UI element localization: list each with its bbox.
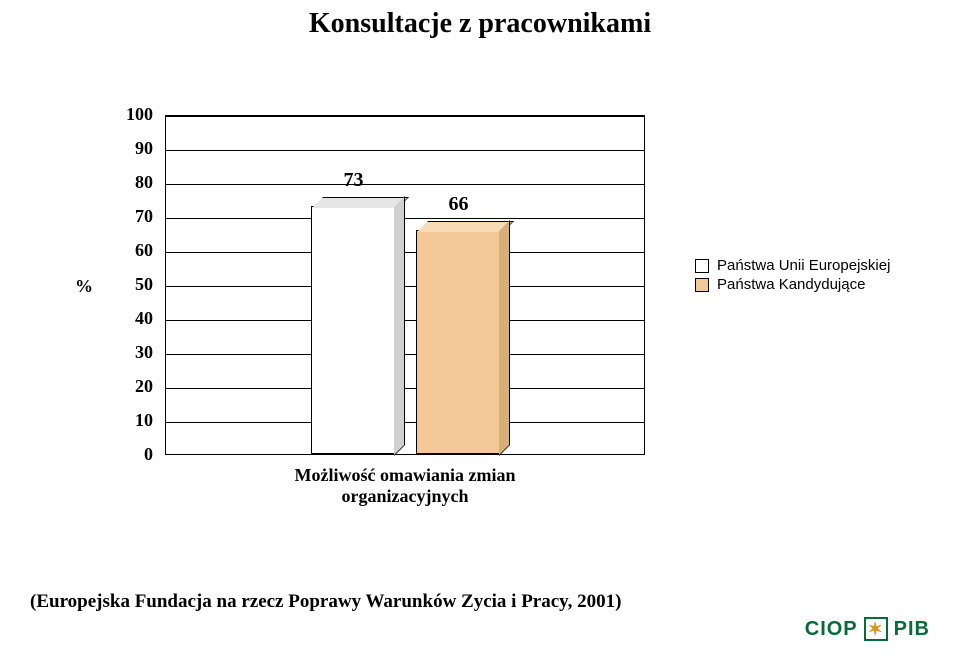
chart-container: % 0102030405060708090100 7366 Możliwość … xyxy=(75,105,685,505)
y-tick-label: 70 xyxy=(75,206,153,227)
gridline xyxy=(166,320,644,321)
y-tick-label: 30 xyxy=(75,342,153,363)
legend-swatch xyxy=(695,259,709,273)
legend-item: Państwa Kandydujące xyxy=(695,276,945,293)
gridline xyxy=(166,116,644,117)
bar: 66 xyxy=(416,230,501,454)
gridline xyxy=(166,422,644,423)
legend: Państwa Unii Europejskiej Państwa Kandydu… xyxy=(695,255,945,295)
legend-label: Państwa Unii Europejskiej xyxy=(717,257,890,274)
gridline xyxy=(166,184,644,185)
bar-value-label: 73 xyxy=(312,169,395,192)
source-footnote: (Europejska Fundacja na rzecz Poprawy Wa… xyxy=(30,591,621,613)
plot-area: 7366 xyxy=(165,115,645,455)
logo-glyph-icon: ✶ xyxy=(864,617,888,641)
page-root: Konsultacje z pracownikami % 01020304050… xyxy=(0,0,960,665)
y-tick-label: 80 xyxy=(75,172,153,193)
gridline xyxy=(166,252,644,253)
gridline xyxy=(166,388,644,389)
y-tick-label: 60 xyxy=(75,240,153,261)
bar-side-face xyxy=(394,196,405,456)
legend-label: Państwa Kandydujące xyxy=(717,276,865,293)
y-tick-label: 40 xyxy=(75,308,153,329)
gridline xyxy=(166,150,644,151)
gridline xyxy=(166,354,644,355)
logo-text-right: PIB xyxy=(894,618,930,641)
gridline xyxy=(166,218,644,219)
gridline xyxy=(166,286,644,287)
y-tick-label: 10 xyxy=(75,410,153,431)
footer-logo: CIOP ✶ PIB xyxy=(805,617,930,641)
legend-item: Państwa Unii Europejskiej xyxy=(695,257,945,274)
x-axis-label: Możliwość omawiania zmian organizacyjnyc… xyxy=(270,465,540,507)
logo-text-left: CIOP xyxy=(805,618,858,641)
y-tick-label: 20 xyxy=(75,376,153,397)
y-tick-label: 100 xyxy=(75,104,153,125)
y-tick-label: 0 xyxy=(75,444,153,465)
bar-side-face xyxy=(499,220,510,456)
bar-value-label: 66 xyxy=(417,193,500,216)
y-tick-label: 90 xyxy=(75,138,153,159)
chart-title: Konsultacje z pracownikami xyxy=(0,8,960,40)
bar: 73 xyxy=(311,206,396,454)
legend-swatch xyxy=(695,278,709,292)
y-tick-label: 50 xyxy=(75,274,153,295)
